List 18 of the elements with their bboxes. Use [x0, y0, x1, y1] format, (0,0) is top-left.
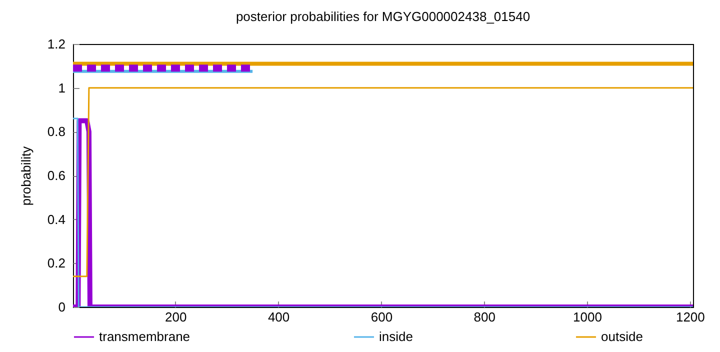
x-tick-label: 200: [165, 310, 187, 324]
x-tick-label: 1200: [676, 310, 705, 324]
chart-title: posterior probabilities for MGYG000002438_01540: [236, 9, 530, 24]
y-tick-label: 1.2: [47, 36, 66, 52]
x-tick-label: 400: [268, 310, 290, 324]
y-tick-label: 0.4: [47, 212, 66, 227]
x-tick-label: 1000: [573, 310, 602, 324]
legend-label: inside: [379, 329, 413, 344]
legend-label: transmembrane: [99, 329, 190, 344]
x-tick-label: 600: [370, 310, 393, 324]
y-tick-label: 1: [58, 80, 66, 96]
y-tick-label: 0.6: [47, 168, 66, 183]
y-tick-label: 0.2: [47, 256, 66, 271]
y-axis-title: probability: [18, 146, 34, 206]
y-tick-label: 0: [58, 300, 66, 314]
y-tick-label: 0.8: [47, 124, 66, 140]
legend-label: outside: [601, 329, 643, 344]
x-tick-label: 800: [474, 310, 496, 324]
